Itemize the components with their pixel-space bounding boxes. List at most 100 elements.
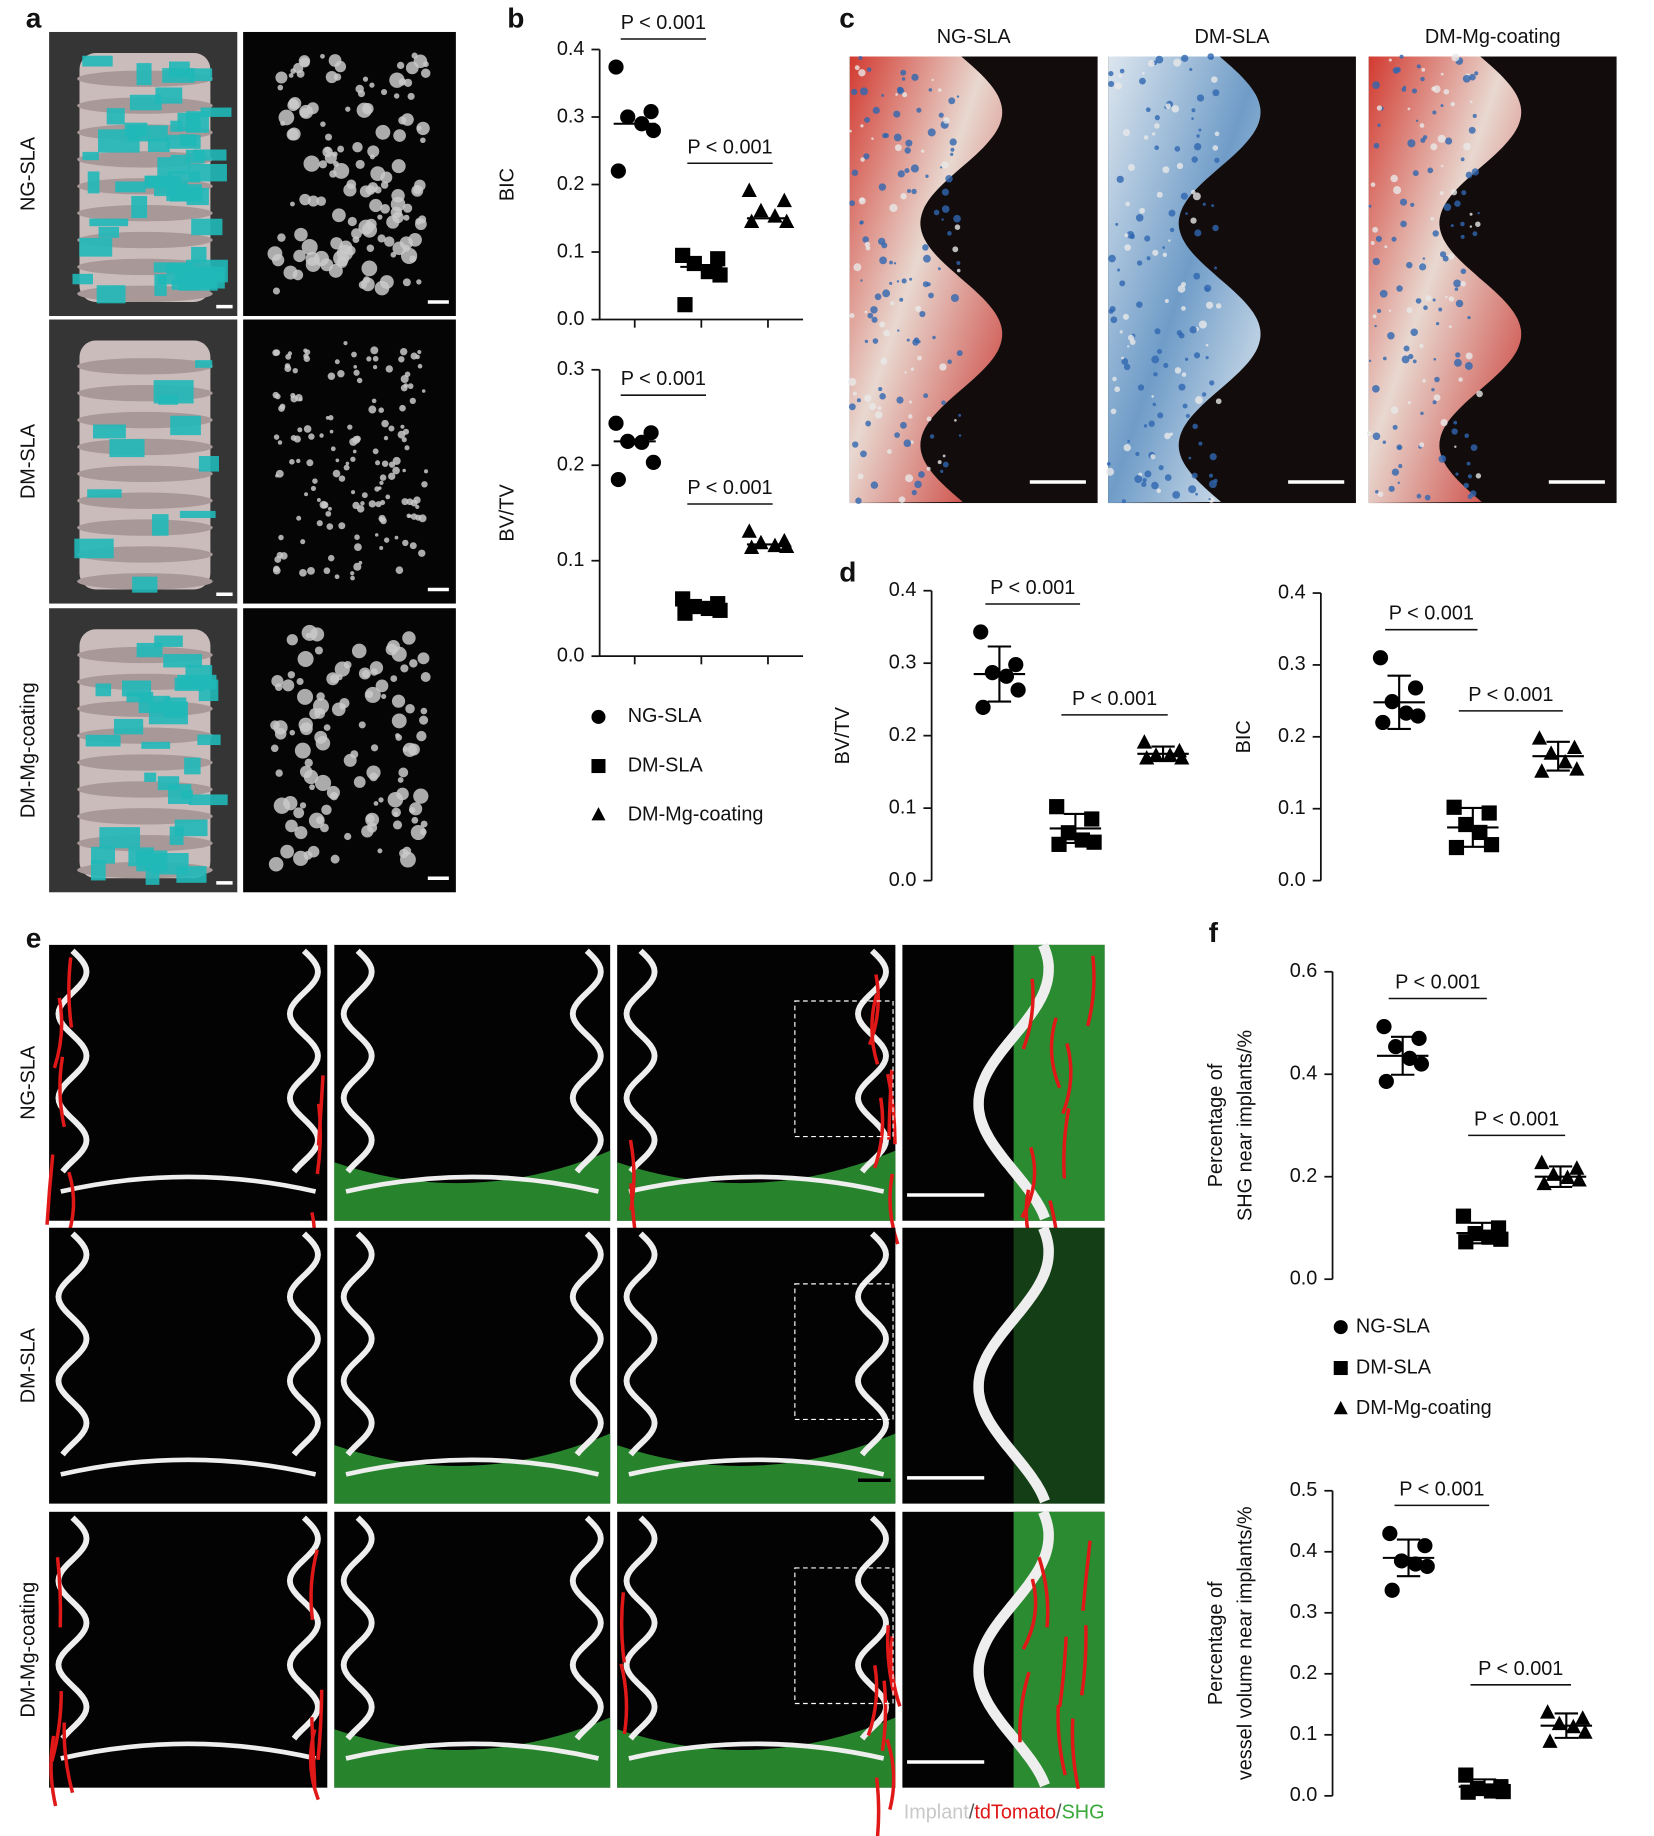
stain	[855, 497, 862, 504]
bone-particle	[346, 179, 357, 190]
stain	[897, 329, 900, 332]
p-value: P < 0.001	[1478, 1658, 1563, 1680]
stain	[922, 244, 929, 251]
legend-marker	[1333, 1361, 1348, 1376]
stain	[908, 400, 912, 404]
stain	[916, 107, 922, 113]
stain	[1412, 359, 1417, 364]
stain	[1372, 226, 1379, 233]
bone-particle	[391, 159, 406, 174]
bone-particle	[358, 721, 366, 729]
bone-particle	[372, 355, 379, 362]
data-point	[984, 665, 1000, 681]
caption-part: /	[1056, 1802, 1062, 1824]
panel-label: c	[839, 3, 855, 34]
shg-signal	[617, 1433, 896, 1504]
stain	[1212, 224, 1219, 232]
bone-particle	[283, 796, 298, 811]
bone-particle	[392, 241, 407, 256]
y-axis-label: BV/TV	[497, 484, 519, 542]
stain	[1157, 349, 1163, 355]
stain	[1450, 189, 1458, 196]
stain	[1154, 145, 1160, 151]
stain	[943, 117, 950, 124]
bone-particle	[419, 828, 427, 836]
caption: Implant/tdTomato/SHG	[904, 1802, 1105, 1824]
data-point	[744, 539, 760, 554]
stain	[1193, 352, 1201, 359]
stain	[1415, 119, 1419, 122]
bone-particle	[289, 459, 295, 465]
y-tick-label: 0.2	[557, 173, 585, 195]
bone-particle	[316, 196, 327, 206]
stain	[1399, 198, 1408, 206]
bone-particle	[326, 672, 340, 686]
bone-particle	[374, 533, 379, 537]
bone-particle	[332, 469, 341, 478]
bone-particle	[350, 750, 359, 759]
y-axis-label: SHG near implants/%	[1234, 1030, 1256, 1221]
stain	[911, 188, 917, 195]
data-point	[1495, 1783, 1511, 1800]
bone-surface	[115, 181, 146, 193]
legend-label: DM-Mg-coating	[1356, 1397, 1492, 1419]
stain	[1460, 268, 1467, 275]
stain	[1368, 359, 1372, 363]
implant-base	[345, 1741, 600, 1761]
stain	[1125, 201, 1130, 207]
bone-surface	[74, 538, 114, 559]
bone-particle	[383, 537, 390, 543]
legend-label: DM-SLA	[1356, 1356, 1432, 1378]
stain	[1467, 494, 1473, 500]
stain	[1454, 200, 1461, 207]
stain	[1174, 367, 1182, 374]
stain	[1448, 325, 1452, 329]
stain	[1143, 424, 1148, 428]
data-point	[1493, 1231, 1509, 1247]
stain	[1190, 189, 1196, 195]
vessel	[52, 997, 64, 1069]
stain	[864, 241, 871, 248]
tissue	[1108, 56, 1261, 504]
bone-particle	[401, 498, 409, 506]
data-point	[1378, 1073, 1394, 1090]
stain	[1432, 400, 1437, 405]
legend-marker	[591, 807, 606, 821]
zoom-box	[794, 1000, 894, 1138]
stain	[877, 406, 882, 411]
stain	[1372, 314, 1377, 319]
stain	[868, 402, 877, 411]
vessel	[870, 993, 880, 1065]
bone-particle	[325, 510, 332, 517]
row-label: DM-SLA	[17, 1327, 39, 1403]
stain	[1106, 462, 1111, 466]
stain	[1144, 235, 1151, 242]
image-panel	[49, 1511, 328, 1788]
bone-particle	[387, 640, 400, 653]
y-tick-label: 0.1	[557, 549, 585, 571]
stain	[1427, 167, 1434, 174]
stain	[1196, 134, 1200, 138]
bone-particle	[379, 480, 384, 486]
y-tick-label: 0.1	[1278, 797, 1306, 819]
image-layer	[45, 31, 1617, 1836]
stain	[1440, 104, 1444, 108]
stain	[1136, 301, 1143, 308]
bone-surface	[144, 175, 180, 189]
stain	[1177, 285, 1186, 293]
data-point	[610, 471, 626, 488]
stain	[1392, 424, 1398, 430]
stain	[863, 153, 870, 160]
bone-particle	[396, 787, 409, 801]
stain	[1472, 231, 1478, 237]
bone-particle	[274, 683, 283, 691]
stain	[926, 466, 931, 471]
bone-particle	[388, 472, 396, 480]
bone-surface	[166, 134, 201, 149]
implant-thread	[55, 1231, 90, 1457]
bone-particle	[329, 429, 334, 434]
column-title: DM-SLA	[1195, 26, 1271, 48]
bone-surface	[89, 218, 129, 227]
stain	[1432, 110, 1437, 115]
